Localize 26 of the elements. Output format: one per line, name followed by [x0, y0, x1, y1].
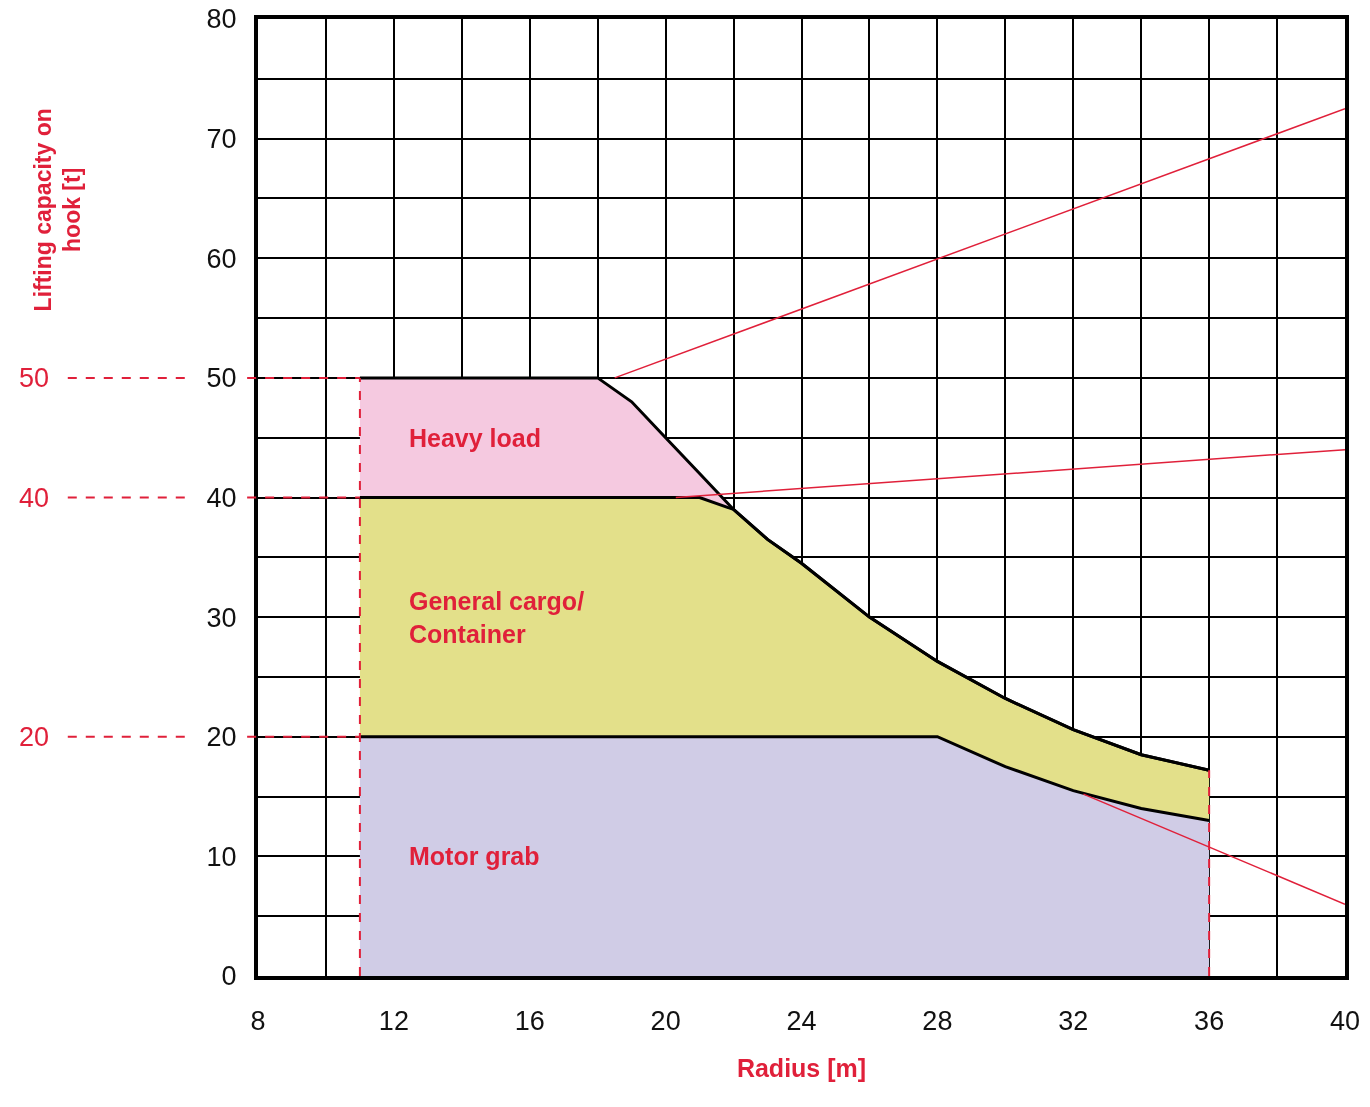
- x-tick-label: 16: [514, 1006, 545, 1037]
- x-tick-label: 32: [1058, 1006, 1089, 1037]
- y-tick-label: 10: [206, 841, 237, 872]
- x-tick-label: 12: [378, 1006, 409, 1037]
- series-label: General cargo/ Container: [409, 587, 585, 648]
- y-tick-label: 70: [206, 124, 237, 155]
- x-tick-label: 36: [1194, 1006, 1225, 1037]
- x-tick-label: 24: [786, 1006, 817, 1037]
- text: Lifting capacity on hook [t]: [29, 108, 86, 312]
- x-tick-label: 40: [1329, 1006, 1361, 1037]
- y-tick-label: 60: [206, 243, 237, 274]
- y-tick-label: 20: [206, 722, 237, 753]
- x-axis-title: Radius [m]: [736, 1053, 867, 1082]
- y-tick-label: 30: [206, 602, 237, 633]
- y-tick-label: 80: [206, 4, 237, 35]
- ref-line-label: 40: [19, 483, 50, 513]
- x-tick-label: 20: [650, 1006, 681, 1037]
- x-tick-label: 28: [922, 1006, 953, 1037]
- ref-line-label: 50: [19, 363, 50, 393]
- x-tick-label: 8: [250, 1006, 266, 1037]
- y-tick-label: 40: [206, 482, 237, 513]
- series-label: Motor grab: [409, 842, 540, 870]
- ref-line-label: 20: [19, 722, 50, 752]
- y-tick-label: 0: [221, 961, 237, 992]
- series-label: Heavy load: [409, 424, 542, 452]
- y-tick-label: 50: [206, 363, 237, 394]
